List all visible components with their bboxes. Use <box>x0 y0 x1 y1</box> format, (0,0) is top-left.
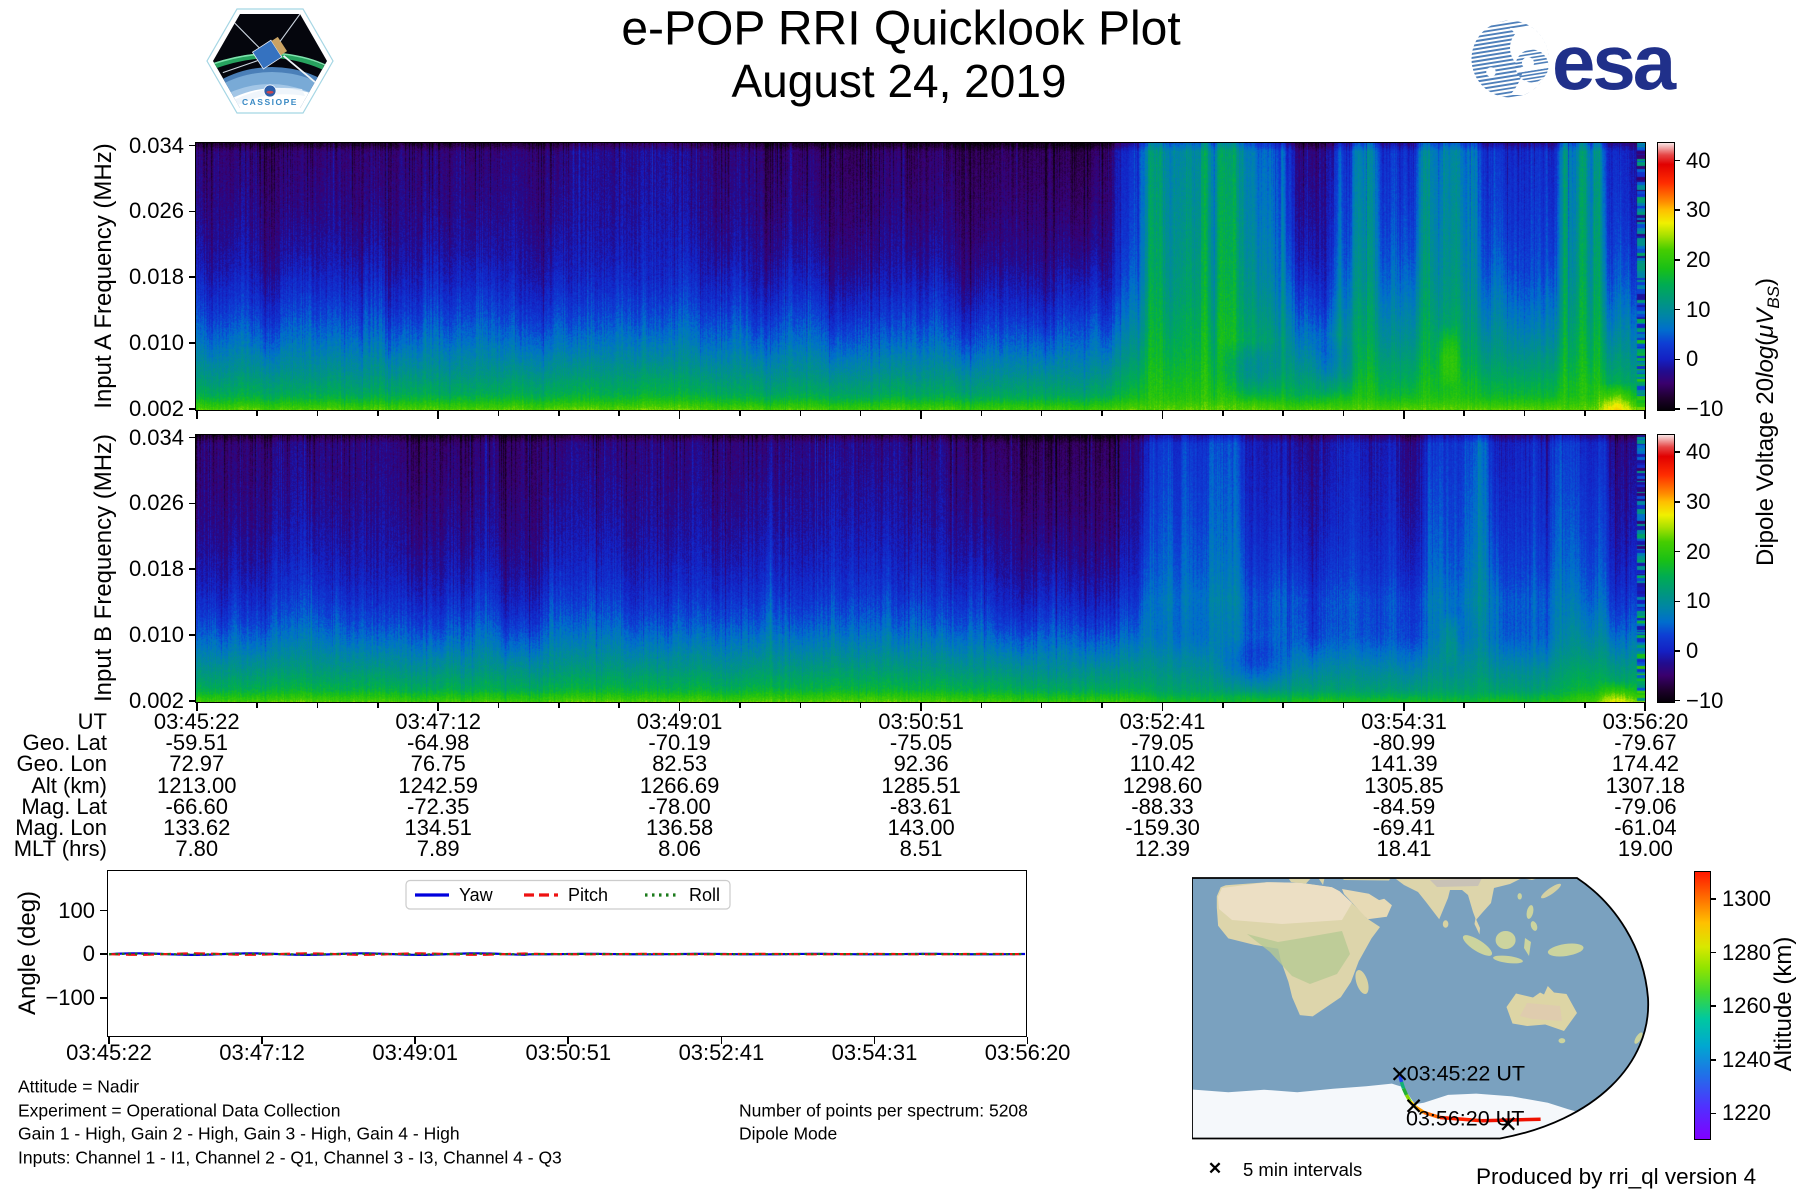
svg-text:03:56:20 UT: 03:56:20 UT <box>1406 1107 1524 1131</box>
svg-text:CASSIOPE: CASSIOPE <box>242 97 298 107</box>
svg-text:Yaw: Yaw <box>459 885 494 905</box>
svg-text:esa: esa <box>1552 18 1677 104</box>
svg-text:Roll: Roll <box>689 885 720 905</box>
svg-text:03:45:22 UT: 03:45:22 UT <box>1407 1062 1525 1086</box>
svg-text:Pitch: Pitch <box>568 885 608 905</box>
